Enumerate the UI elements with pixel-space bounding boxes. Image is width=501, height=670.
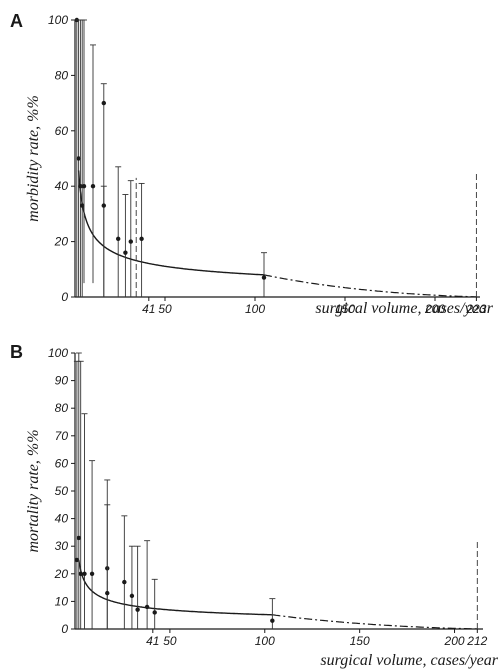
x-tick-label: 50 bbox=[163, 634, 177, 648]
y-tick-label: 70 bbox=[55, 429, 69, 443]
x-tick-label: 100 bbox=[245, 302, 265, 316]
x-axis-title: surgical volume, cases/year bbox=[315, 300, 493, 317]
panel-a: A 0 20 40 60 80 100 41 50 100 150 200 223 morbidity r… bbox=[10, 11, 494, 317]
y-axis-title: morbidity rate, %% bbox=[25, 95, 42, 222]
y-tick-label: 50 bbox=[55, 484, 69, 498]
x-tick-label: 41 bbox=[142, 302, 155, 316]
data-point bbox=[116, 236, 121, 242]
y-tick-label: 60 bbox=[55, 456, 69, 470]
x-tick-label: 150 bbox=[335, 302, 355, 316]
data-point bbox=[128, 239, 133, 244]
x-tick-label: 223 bbox=[465, 302, 486, 316]
x-tick-label: 212 bbox=[466, 634, 487, 648]
x-tick-label: 41 bbox=[146, 634, 159, 648]
data-point bbox=[81, 184, 87, 189]
fit-curve-extrapolated bbox=[272, 614, 478, 630]
y-tick-label: 10 bbox=[55, 594, 69, 608]
x-tick-label: 200 bbox=[424, 302, 445, 316]
x-tick-label: 100 bbox=[255, 634, 275, 648]
fit-curve-extrapolated bbox=[263, 274, 477, 298]
y-tick-label: 80 bbox=[55, 68, 69, 82]
data-point bbox=[80, 203, 85, 208]
data-point bbox=[105, 590, 110, 596]
data-point bbox=[135, 607, 140, 612]
y-axis-title: mortality rate, %% bbox=[25, 429, 42, 552]
y-tick-label: 100 bbox=[48, 13, 68, 27]
x-axis-title: surgical volume, cases/year bbox=[320, 652, 498, 669]
data-point bbox=[90, 184, 96, 189]
y-tick-label: 20 bbox=[54, 235, 69, 249]
y-tick-label: 0 bbox=[61, 290, 68, 304]
x-tick-label: 150 bbox=[350, 634, 370, 648]
panel-letter: A bbox=[10, 11, 23, 31]
data-point bbox=[123, 250, 128, 255]
y-tick-label: 40 bbox=[55, 179, 69, 193]
panel-letter: B bbox=[10, 342, 23, 362]
data-point bbox=[101, 203, 107, 208]
data-point bbox=[144, 604, 150, 610]
data-point bbox=[261, 275, 267, 280]
y-tick-label: 40 bbox=[55, 512, 69, 526]
data-point bbox=[129, 593, 135, 599]
data-point bbox=[78, 571, 83, 576]
panel-b: B 0 10 20 30 40 50 60 70 80 90 100 41 50 100 150 200 212 m… bbox=[10, 342, 499, 669]
data-point bbox=[152, 610, 157, 615]
y-tick-label: 20 bbox=[54, 567, 69, 581]
data-point bbox=[270, 618, 275, 623]
data-point bbox=[101, 100, 107, 106]
y-tick-label: 60 bbox=[55, 124, 69, 138]
data-point bbox=[76, 156, 81, 161]
data-point bbox=[78, 184, 83, 189]
x-tick-label: 200 bbox=[444, 634, 465, 648]
y-tick-label: 80 bbox=[55, 401, 69, 415]
fit-curve-solid bbox=[78, 559, 273, 616]
y-tick-label: 0 bbox=[61, 622, 68, 636]
y-tick-label: 30 bbox=[55, 539, 69, 553]
x-tick-label: 50 bbox=[158, 302, 172, 316]
data-point bbox=[82, 571, 87, 576]
data-point bbox=[74, 557, 80, 563]
y-tick-label: 90 bbox=[55, 374, 69, 388]
data-point bbox=[122, 579, 127, 585]
data-point bbox=[139, 236, 144, 242]
fit-curve-solid bbox=[77, 170, 264, 276]
data-point bbox=[76, 535, 81, 541]
y-tick-label: 100 bbox=[48, 346, 68, 360]
data-point bbox=[89, 571, 95, 576]
